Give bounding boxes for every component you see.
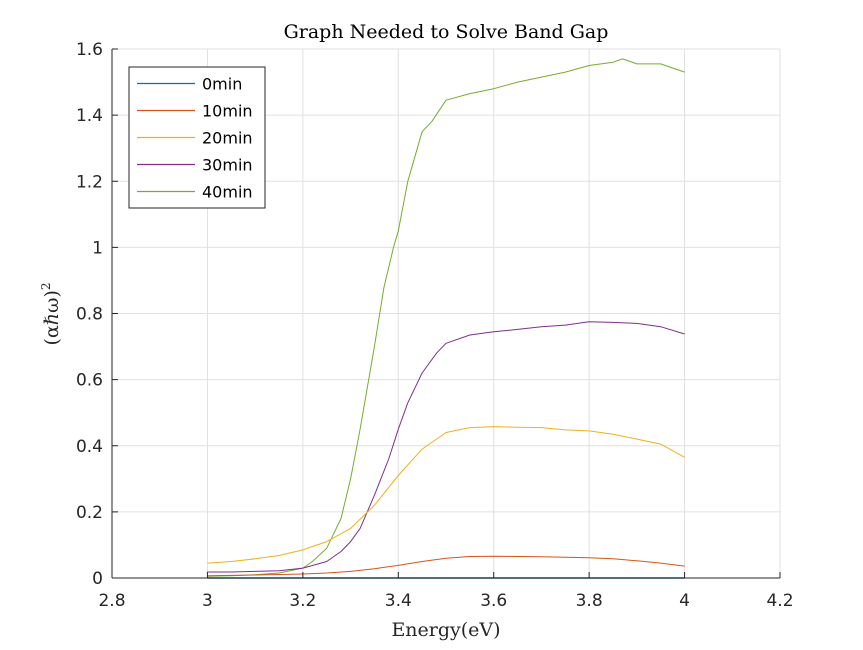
y-tick-label-3: 0.6 <box>76 371 103 391</box>
chart-title: Graph Needed to Solve Band Gap <box>284 21 609 43</box>
grid <box>111 48 781 579</box>
legend-label-20min: 20min <box>202 129 253 148</box>
legend-label-30min: 30min <box>202 156 253 175</box>
x-axis-label: Energy(eV) <box>391 619 500 641</box>
legend-label-0min: 0min <box>202 75 242 94</box>
y-tick-label-0: 0 <box>92 569 103 589</box>
y-tick-label-2: 0.4 <box>76 437 103 457</box>
y-axis-label-base: (αℏω) <box>41 290 63 345</box>
x-tick-label-0: 2.8 <box>98 591 125 611</box>
legend-label-40min: 40min <box>202 183 253 202</box>
x-tick-label-1: 3 <box>202 591 213 611</box>
y-tick-label-4: 0.8 <box>76 305 103 325</box>
legend: 0min 10min 20min 30min 40min <box>128 66 266 209</box>
y-tick-label-6: 1.2 <box>76 172 103 192</box>
y-tick-label-1: 0.2 <box>76 503 103 523</box>
y-axis-label: (αℏω)2 <box>39 282 63 345</box>
x-tick-label-7: 4.2 <box>766 591 793 611</box>
series-line-30min <box>207 321 685 573</box>
series-line-20min <box>207 426 685 564</box>
series-line-40min <box>207 58 685 577</box>
y-tick-label-8: 1.6 <box>76 40 103 60</box>
x-tick-label-4: 3.6 <box>480 591 507 611</box>
legend-label-10min: 10min <box>202 102 253 121</box>
x-tick-label-6: 4 <box>679 591 690 611</box>
x-tick-label-2: 3.2 <box>289 591 316 611</box>
y-tick-label-5: 1 <box>92 238 103 258</box>
x-tick-label-5: 3.8 <box>576 591 603 611</box>
y-axis-label-superscript: 2 <box>39 282 53 290</box>
y-tick-label-7: 1.4 <box>76 106 103 126</box>
series-line-10min <box>207 555 685 577</box>
ticks: 2.8 3 3.2 3.4 3.6 3.8 4 4.2 0 0.2 0.4 0.6 0.8 1 1.2 1.4… <box>76 40 794 611</box>
x-tick-label-3: 3.4 <box>385 591 412 611</box>
